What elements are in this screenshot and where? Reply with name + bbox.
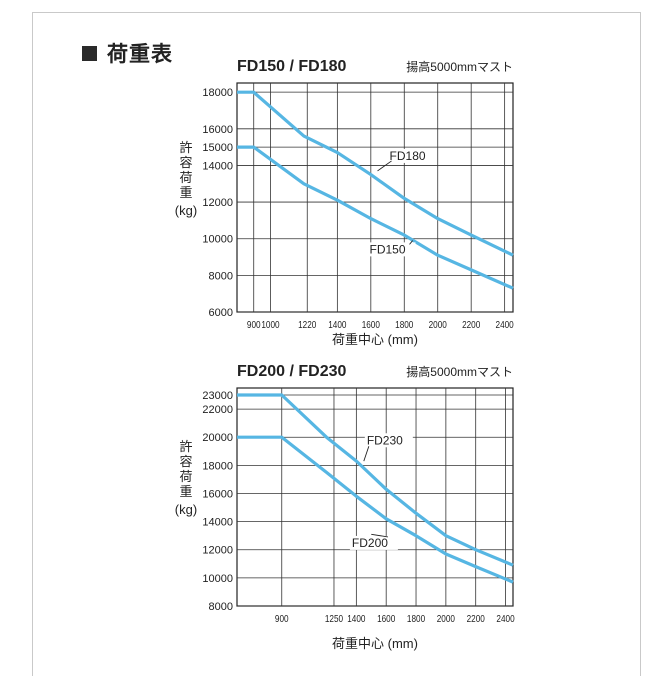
y-tick-label: 16000	[202, 124, 233, 136]
x-tick-label: 2200	[462, 319, 480, 330]
annotation-background	[364, 433, 413, 448]
annotation-leader-line	[363, 446, 370, 462]
y-tick-label: 20000	[202, 432, 233, 444]
x-tick-label: 1800	[407, 613, 425, 624]
series-line-fd230	[237, 393, 514, 567]
y-tick-label: 15000	[202, 142, 233, 154]
x-tick-label: 2400	[496, 613, 514, 624]
y-axis-label-char: 許	[179, 439, 192, 454]
x-tick-label: 1400	[347, 613, 365, 624]
x-tick-label: 1000	[261, 319, 279, 330]
chart-title: FD150 / FD180	[237, 58, 346, 75]
x-tick-label: 1400	[328, 319, 346, 330]
y-axis-label-char: 容	[179, 155, 192, 170]
x-axis-label: 荷重中心 (mm)	[332, 636, 418, 651]
y-tick-label: 12000	[202, 545, 233, 557]
series-annotation: FD180	[390, 149, 426, 163]
y-tick-label: 16000	[202, 488, 233, 500]
page-frame	[32, 12, 641, 676]
x-tick-label: 1220	[298, 319, 316, 330]
series-line-fd150	[237, 145, 514, 290]
y-tick-label: 14000	[202, 517, 233, 529]
y-tick-label: 23000	[202, 390, 233, 402]
section-title: 荷重表	[107, 42, 173, 66]
annotation-background	[349, 535, 398, 550]
annotation-leader-line	[371, 533, 388, 538]
chart-subtitle: 揚高5000mmマスト	[406, 59, 513, 74]
y-axis-label-char: 荷	[179, 170, 192, 185]
x-tick-label: 1800	[395, 319, 413, 330]
annotation-background	[387, 148, 436, 163]
annotation-leader-line	[409, 240, 413, 245]
series-annotation: FD200	[352, 536, 388, 550]
square-bullet-icon	[82, 46, 97, 61]
x-axis-label: 荷重中心 (mm)	[332, 332, 418, 347]
plot-frame	[236, 82, 514, 313]
y-axis-label-char: 荷	[179, 469, 192, 484]
chart-subtitle: 揚高5000mmマスト	[406, 364, 513, 379]
x-tick-label: 2400	[496, 319, 514, 330]
y-tick-label: 8000	[209, 270, 233, 282]
y-tick-label: 6000	[209, 307, 233, 319]
x-tick-label: 2000	[429, 319, 447, 330]
x-tick-label: 1600	[377, 613, 395, 624]
series-annotation: FD230	[367, 433, 403, 447]
y-tick-label: 18000	[202, 87, 233, 99]
x-tick-label: 2200	[467, 613, 485, 624]
x-tick-label: 900	[247, 319, 261, 330]
y-axis-label-char: 許	[179, 140, 192, 155]
y-tick-label: 12000	[202, 197, 233, 209]
x-tick-label: 2000	[437, 613, 455, 624]
y-tick-label: 10000	[202, 573, 233, 585]
series-annotation: FD150	[370, 242, 406, 256]
y-tick-label: 8000	[209, 601, 233, 613]
load-chart-fd150-fd180: FD150 / FD180 揚高5000mmマスト 荷重中心 (mm) 6000…	[175, 58, 514, 347]
section-heading: 荷重表	[82, 38, 173, 68]
x-tick-label: 900	[275, 613, 289, 624]
y-tick-label: 18000	[202, 460, 233, 472]
y-axis-unit: (kg)	[175, 203, 197, 218]
annotation-leader-line	[377, 160, 392, 172]
x-tick-label: 1600	[362, 319, 380, 330]
y-tick-label: 10000	[202, 234, 233, 246]
load-chart-fd200-fd230: FD200 / FD230 揚高5000mmマスト 荷重中心 (mm) 8000…	[175, 363, 515, 651]
series-line-fd200	[237, 435, 514, 584]
chart-title: FD200 / FD230	[237, 363, 346, 380]
y-tick-label: 14000	[202, 160, 233, 172]
y-tick-label: 22000	[202, 404, 233, 416]
y-axis-label-char: 容	[179, 454, 192, 469]
x-tick-label: 1250	[325, 613, 343, 624]
y-axis-label-char: 重	[179, 185, 192, 200]
series-line-fd180	[237, 90, 514, 257]
y-axis-label-char: 重	[179, 484, 192, 499]
y-axis-unit: (kg)	[175, 502, 197, 517]
plot-frame	[236, 387, 514, 607]
annotation-background	[367, 242, 416, 257]
